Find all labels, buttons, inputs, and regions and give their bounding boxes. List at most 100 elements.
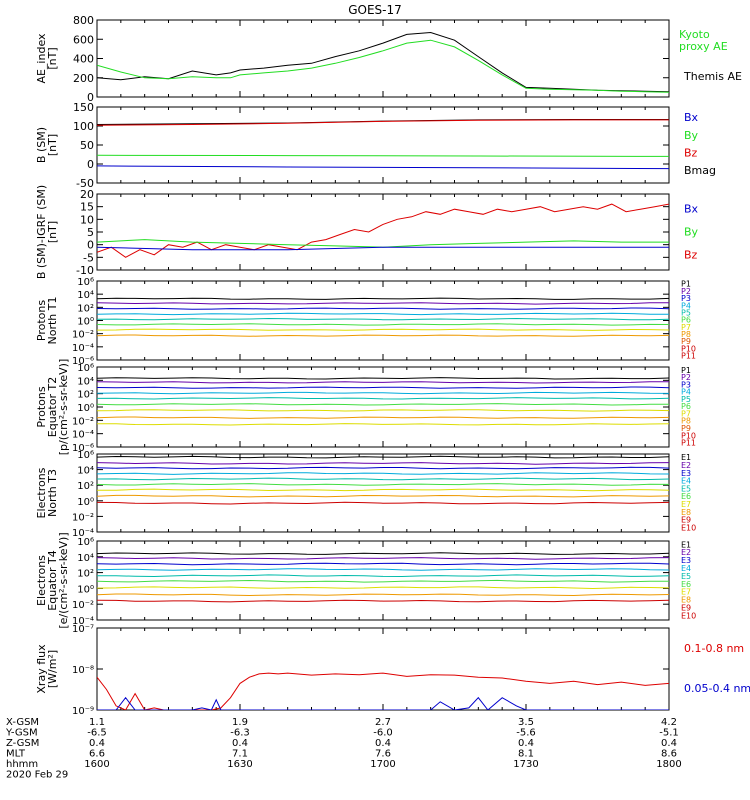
x-axis-value: 2.7 [375, 717, 391, 728]
x-axis-value: 1800 [656, 759, 681, 770]
series-line-p4 [97, 312, 669, 316]
x-axis-row-label: hhmm [6, 759, 38, 770]
date-label: 2020 Feb 29 [6, 770, 68, 781]
y-axis-label: Equator T4 [46, 550, 59, 610]
x-axis-value: 1630 [227, 759, 252, 770]
y-tick-label: 10² [77, 569, 94, 580]
y-tick-label: 10⁻⁷ [72, 624, 94, 635]
legend-entry: E10 [681, 611, 696, 620]
legend-entry: P2 [681, 373, 691, 382]
y-tick-label: 10⁰ [77, 403, 94, 414]
series-line-by [97, 239, 669, 248]
legend-entry: E9 [681, 516, 691, 525]
legend-entry: P10 [681, 344, 696, 353]
chart-title: GOES-17 [348, 3, 402, 17]
legend-entry: P5 [681, 308, 691, 317]
y-tick-label: 5 [87, 226, 94, 239]
series-line-p1 [97, 297, 669, 300]
y-axis-label: [nT] [46, 134, 59, 156]
y-tick-label: 0 [87, 239, 94, 252]
legend-entry: E3 [681, 556, 691, 565]
y-axis-label: AE_index [35, 33, 48, 84]
y-tick-label: 600 [73, 33, 94, 46]
y-axis-label: Protons [35, 386, 48, 427]
x-axis-value: 7.1 [232, 749, 248, 760]
y-tick-label: 200 [73, 72, 94, 85]
x-axis-value: 7.6 [375, 749, 391, 760]
plot-frame [96, 627, 670, 711]
legend-entry: E4 [681, 564, 691, 573]
legend-entry: 0.05-0.4 nm [684, 682, 750, 695]
y-tick-label: 10⁻⁸ [72, 665, 94, 676]
y-tick-label: 50 [80, 139, 94, 152]
y-axis-label: [W/m²] [46, 650, 59, 688]
series-line-p9 [97, 423, 669, 426]
series-line-e2 [97, 557, 669, 560]
y-tick-label: -10 [76, 264, 94, 277]
y-tick-label: -50 [76, 177, 94, 190]
legend-entry: P7 [681, 409, 691, 418]
y-tick-label: 10⁻² [72, 512, 94, 523]
legend-entry: By [684, 129, 699, 142]
y-tick-label: 10⁻² [72, 600, 94, 611]
y-axis-label: [nT] [46, 221, 59, 243]
y-axis-label: Protons [35, 300, 48, 341]
series-line-e6 [97, 579, 669, 583]
x-axis-value: -6.0 [373, 728, 393, 739]
x-axis-value: 1730 [513, 759, 538, 770]
series-line-bz [97, 203, 669, 258]
y-tick-label: 10⁰ [77, 497, 94, 508]
y-tick-label: 10⁰ [77, 317, 94, 328]
x-axis-value: 0.4 [232, 738, 248, 749]
y-tick-label: 10⁻⁴ [72, 616, 94, 627]
legend-entry: Bz [684, 146, 698, 159]
plot-frame [96, 193, 670, 271]
panel-2: -50 0 50 100 150 B (SM)[nT] Bx By Bz Bmag [35, 101, 716, 190]
series-line-e1 [97, 552, 669, 555]
legend-entry: By [684, 225, 699, 238]
x-axis-row-label: X-GSM [6, 717, 39, 728]
x-axis-value: 1600 [84, 759, 109, 770]
series-line-e8 [97, 494, 669, 498]
series-line-0-1-0-8-nm [97, 672, 669, 710]
series-line-e5 [97, 574, 669, 578]
legend-entry: E6 [681, 492, 691, 501]
y-tick-label: 100 [73, 120, 94, 133]
legend-entry: E6 [681, 580, 691, 589]
y-axis-label: Xray flux [35, 644, 48, 694]
y-tick-label: 10⁻⁴ [72, 528, 94, 539]
y-axis-label: [e/(cm²-s-sr-keV)] [57, 532, 70, 628]
x-axis-value: 0.4 [375, 738, 391, 749]
series-line-e5 [97, 477, 669, 481]
y-axis-label: B (SM)-IGRF (SM) [35, 185, 48, 279]
x-axis-value: -6.5 [87, 728, 107, 739]
panel-8: 10⁻⁹ 10⁻⁸ 10⁻⁷ Xray flux[W/m²] 0.1-0.8 nm 0.0… [35, 624, 750, 717]
series-line-p5 [97, 397, 669, 400]
legend-entry: E1 [681, 453, 691, 462]
legend-entry: E4 [681, 477, 691, 486]
legend-entry: E3 [681, 469, 691, 478]
legend-entry: P5 [681, 395, 691, 404]
series-line-themis-ae [97, 31, 669, 93]
x-axis-value: 1700 [370, 759, 395, 770]
legend-entry: E5 [681, 572, 691, 581]
legend-entry: P4 [681, 388, 691, 397]
series-line-p8 [97, 334, 669, 337]
x-axis-value: -5.6 [516, 728, 536, 739]
x-axis-value: 1.9 [232, 717, 248, 728]
y-tick-label: 150 [73, 101, 94, 114]
y-tick-label: 10⁻⁹ [72, 706, 94, 717]
y-tick-label: 10² [77, 303, 94, 314]
series-line-p1 [97, 377, 669, 380]
legend-entry: E1 [681, 540, 691, 549]
series-line-e9 [97, 599, 669, 603]
series-line-by [97, 154, 669, 157]
legend-entry: P4 [681, 301, 691, 310]
series-line-p4 [97, 391, 669, 395]
series-line-e3 [97, 466, 669, 470]
legend-entry: E7 [681, 588, 691, 597]
plot-area [97, 119, 669, 170]
